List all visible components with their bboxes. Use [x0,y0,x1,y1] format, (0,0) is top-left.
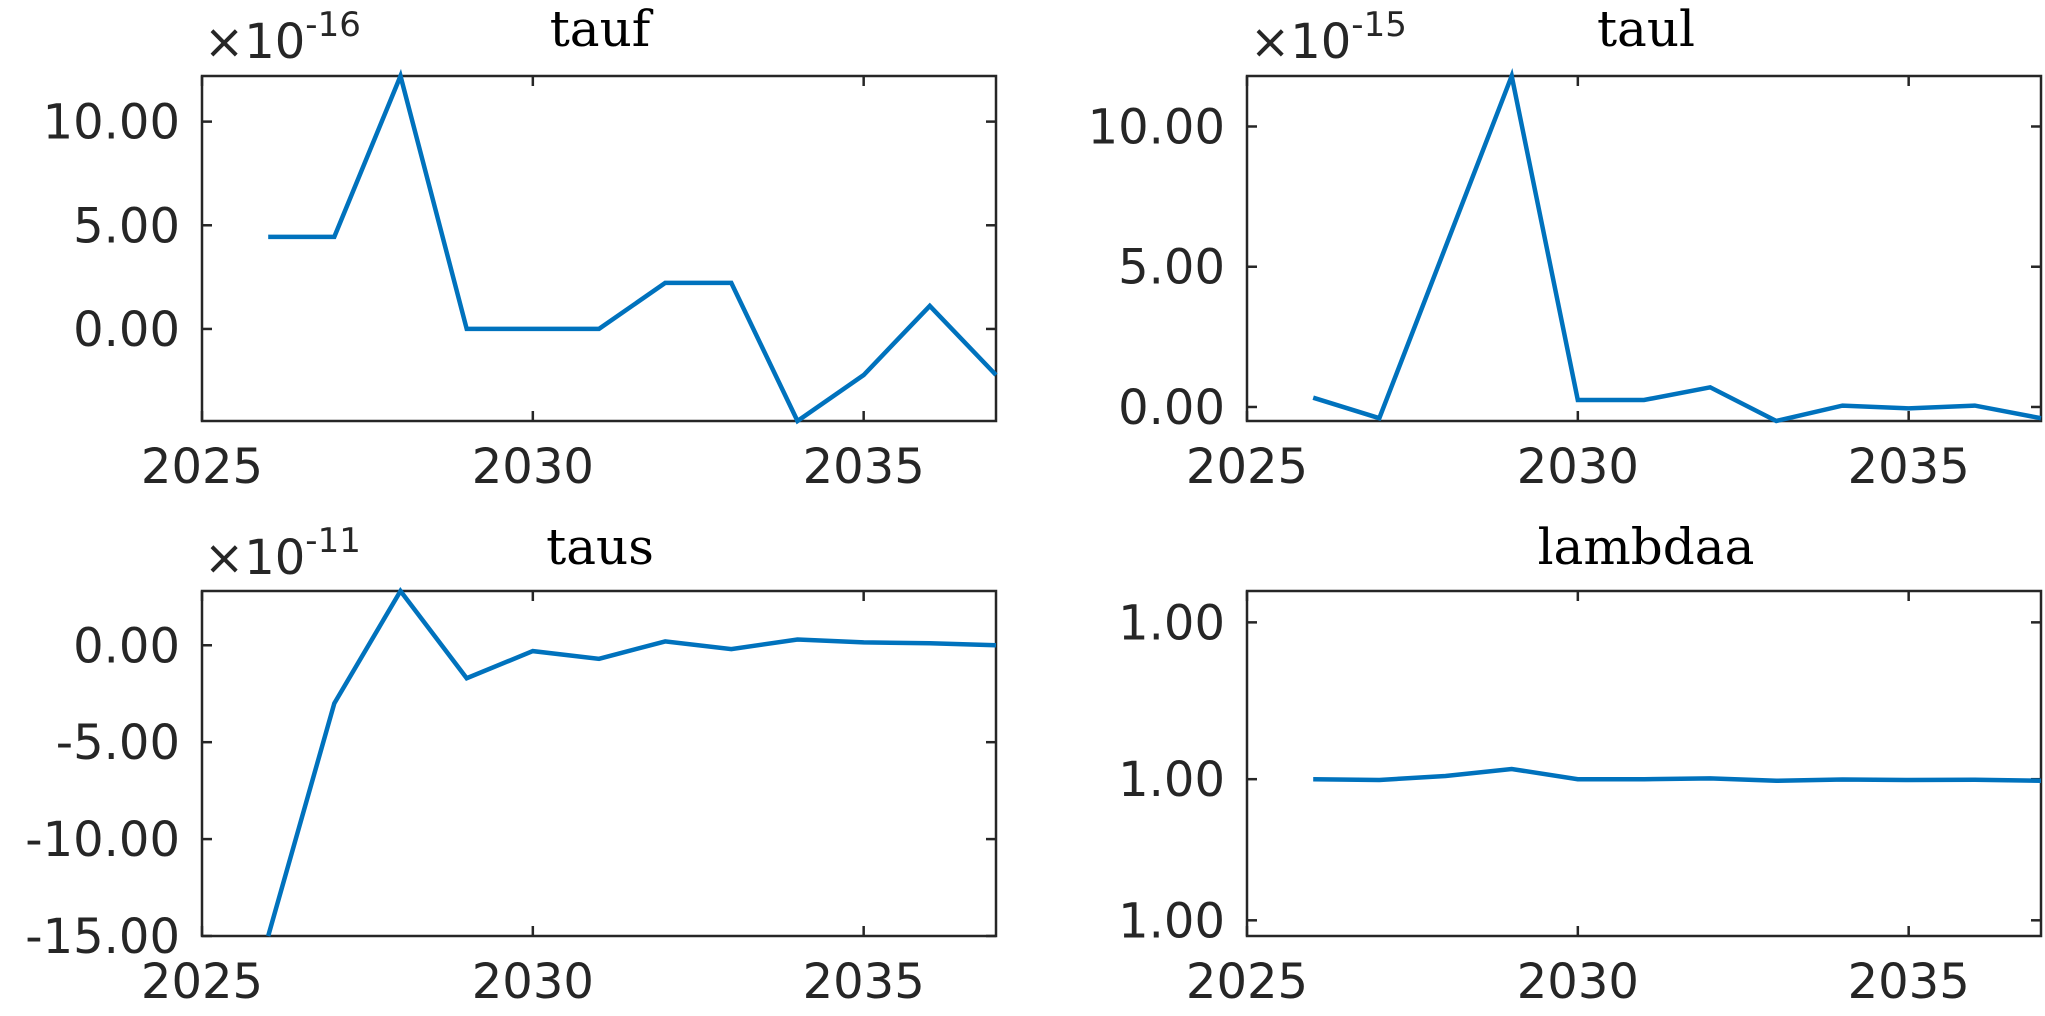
y-tick-label: -10.00 [25,812,180,868]
x-tick-label: 2035 [1848,439,1970,495]
panel-taul: taul ×10-15 2025 2030 2035 0.00 5.00 10.00 [1088,0,2043,495]
y-tick-label: 1.00 [1118,595,1225,651]
panel-title: taus [546,518,654,576]
axes-box [1245,74,2043,423]
y-tick-label: 0.00 [1118,380,1225,436]
x-tick-label: 2025 [141,439,263,495]
series-line [268,68,998,425]
x-tick-label: 2025 [1186,954,1308,1010]
panel-lambdaa: lambdaa 2025 2030 2035 1.00 1.00 1.00 [1118,518,2043,1010]
x-tick-label: 2035 [803,439,925,495]
exponent-base: ×10 [204,14,305,70]
x-tick-label: 2030 [472,954,594,1010]
x-tick-label: 2030 [1517,954,1639,1010]
y-tick-label: 0.00 [73,302,180,358]
exponent-label: ×10-16 [204,5,361,70]
exponent-base: ×10 [1250,14,1351,70]
x-tick-label: 2025 [1186,439,1308,495]
exponent-label: ×10-11 [204,521,361,586]
series-line [266,586,997,937]
x-tick-label: 2035 [803,954,925,1010]
series-line [1312,68,2042,424]
exponent-power: -15 [1351,5,1407,45]
x-tick-label: 2030 [1517,439,1639,495]
panel-tauf: tauf ×10-16 2025 2030 2035 0.00 5.00 10.00 [43,0,998,495]
panel-title: taul [1597,0,1695,58]
exponent-power: -11 [305,521,361,561]
panel-title: tauf [550,0,654,58]
x-tick-label: 2025 [141,954,263,1010]
exponent-base: ×10 [204,530,305,586]
y-tick-label: 5.00 [73,198,180,254]
y-tick-label: 0.00 [73,618,180,674]
y-tick-label: 10.00 [1088,99,1225,155]
x-tick-label: 2030 [472,439,594,495]
y-tick-label: 1.00 [1118,893,1225,949]
y-tick-label: -5.00 [56,715,180,771]
panel-title: lambdaa [1538,518,1755,576]
axes-box [200,589,998,938]
panel-taus: taus ×10-11 2025 2030 2035 -15.00 -10.00 -5.0… [25,518,998,1010]
exponent-power: -16 [305,5,361,45]
y-tick-label: 1.00 [1118,752,1225,808]
y-tick-label: 10.00 [43,95,180,151]
axes-box [200,74,998,423]
y-tick-label: 5.00 [1118,240,1225,296]
y-tick-label: -15.00 [25,909,180,965]
series-line [1313,766,2042,784]
axes-box [1245,589,2043,938]
exponent-label: ×10-15 [1250,5,1407,70]
x-tick-label: 2035 [1848,954,1970,1010]
